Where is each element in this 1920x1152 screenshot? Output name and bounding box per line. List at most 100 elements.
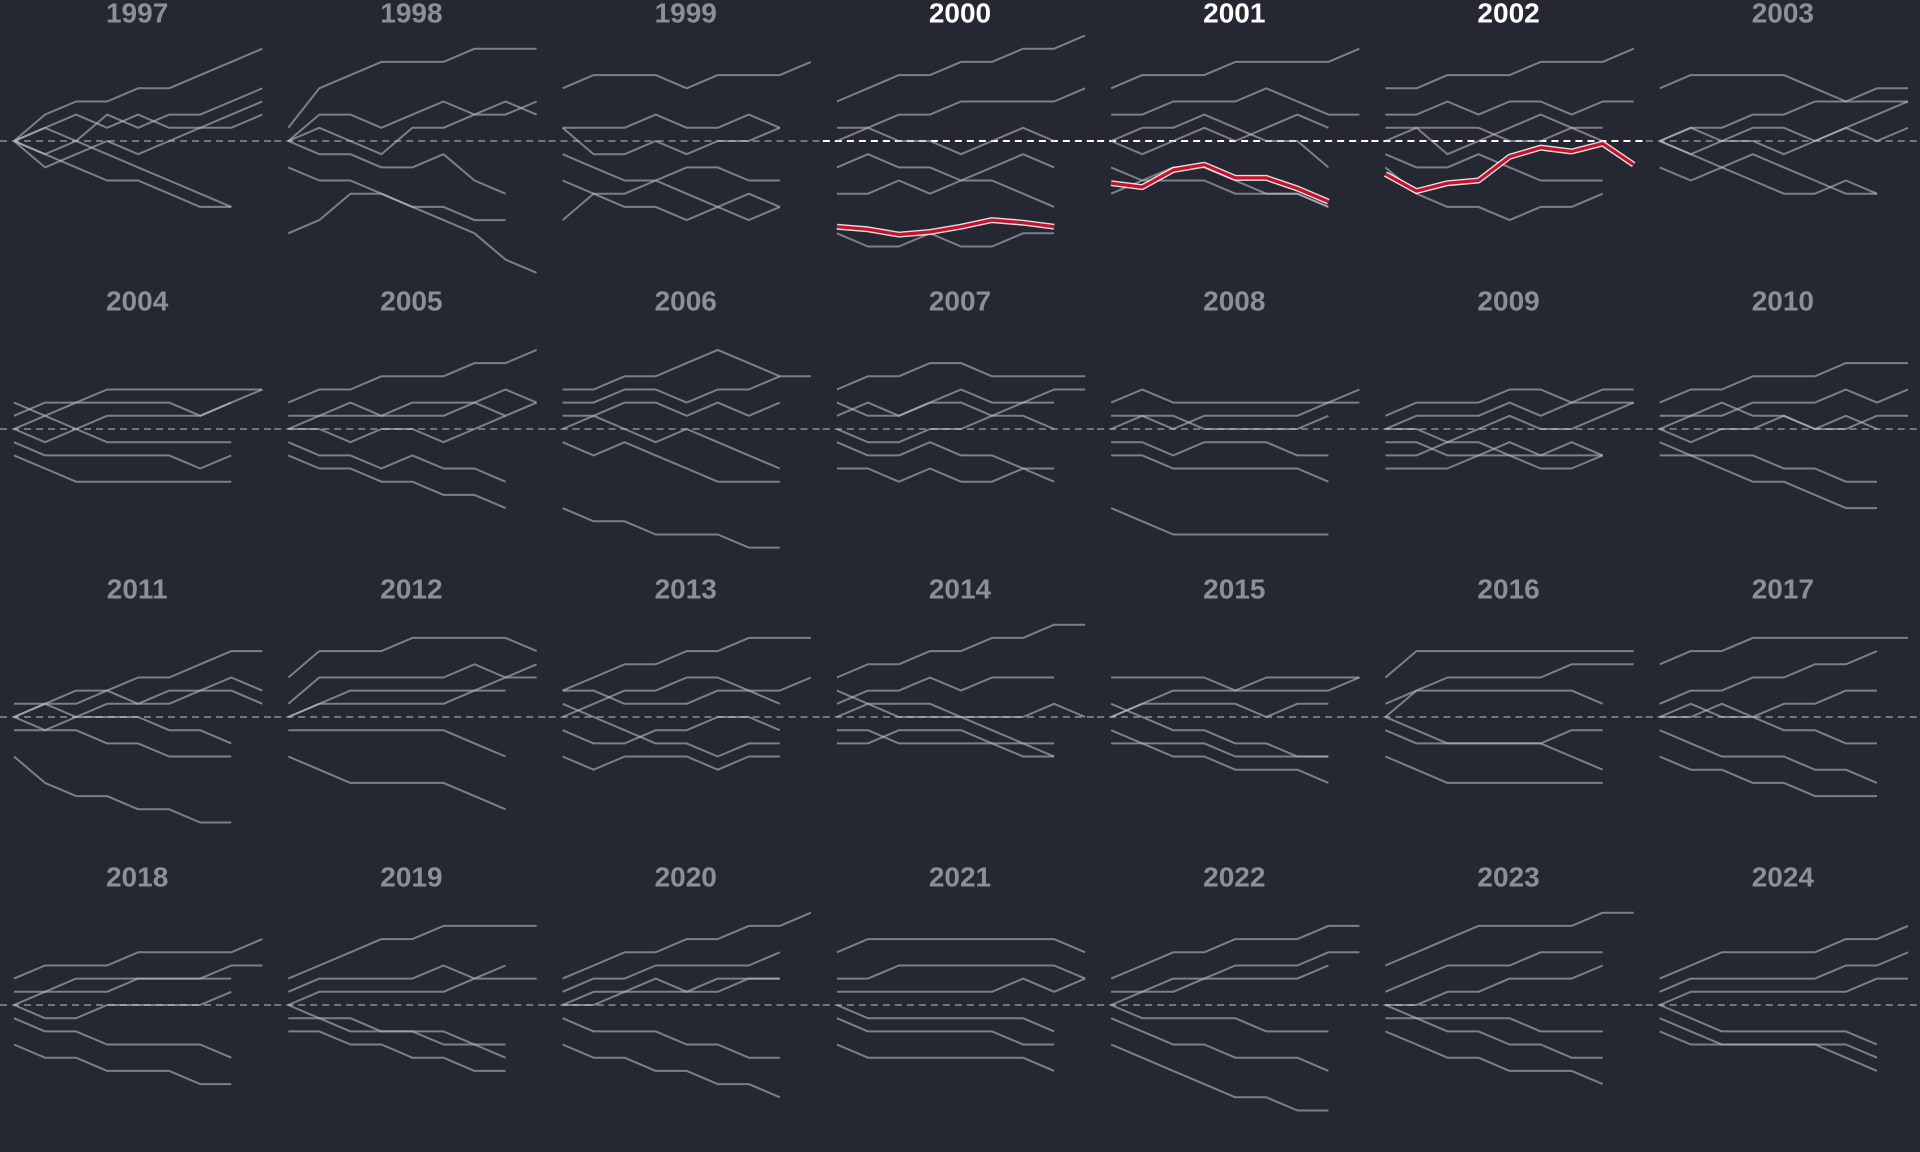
series-line (836, 1017, 1055, 1046)
series-line (562, 414, 781, 470)
series-line (836, 441, 1055, 470)
panel-title: 2005 (380, 285, 442, 316)
series-line (287, 47, 537, 129)
series-line (562, 375, 781, 404)
panel-title: 2002 (1477, 0, 1539, 28)
series-line (1110, 47, 1360, 90)
series-line (562, 60, 812, 90)
series-line (287, 166, 506, 222)
series-line (1659, 362, 1908, 404)
panel-title: 2022 (1203, 861, 1265, 892)
series-line (1659, 951, 1909, 993)
series-line (836, 1004, 1055, 1033)
series-line (562, 1017, 780, 1059)
series-line (13, 87, 263, 156)
series-line (562, 755, 780, 771)
series-line (1659, 87, 1908, 142)
panel-title: 2012 (380, 573, 442, 604)
panel-title: 2004 (106, 285, 169, 316)
series-line (836, 218, 1055, 237)
series-line (1659, 74, 1908, 103)
series-line (287, 755, 506, 811)
panel-title: 2001 (1203, 0, 1265, 28)
series-line (1659, 1030, 1878, 1072)
panel-title: 2007 (929, 285, 991, 316)
series-line (836, 126, 1055, 156)
series-line (1384, 650, 1634, 679)
series-line (13, 113, 263, 169)
series-line (1659, 729, 1878, 784)
series-line (13, 388, 263, 417)
series-line (1110, 1004, 1329, 1033)
series-line (13, 47, 263, 142)
series-line (836, 362, 1086, 391)
series-line (1111, 401, 1360, 430)
series-line (288, 401, 537, 417)
series-line (13, 938, 263, 980)
series-line (562, 179, 781, 208)
series-line (1659, 650, 1878, 705)
series-line (1384, 689, 1604, 718)
panel-title: 2006 (655, 285, 717, 316)
series-line (1659, 636, 1908, 666)
series-line (13, 126, 232, 208)
series-line (1385, 441, 1604, 457)
series-line (1385, 113, 1603, 156)
series-line (288, 1030, 506, 1072)
series-line (1110, 388, 1360, 404)
series-line (287, 636, 537, 679)
panel-title: 2020 (655, 861, 717, 892)
series-line (562, 977, 780, 1006)
series-line (836, 676, 1055, 705)
series-line (287, 441, 506, 483)
series-line (1111, 676, 1360, 692)
series-line (836, 729, 1055, 758)
series-line (13, 716, 232, 758)
series-line (287, 676, 537, 718)
series-line (562, 441, 780, 483)
panel-title: 1997 (106, 0, 168, 28)
panel-title: 1998 (380, 0, 442, 28)
series-line (1385, 401, 1634, 430)
panel-title: 2011 (107, 573, 168, 604)
series-line (13, 428, 232, 444)
panel-title: 2021 (929, 861, 991, 892)
series-line (1385, 454, 1604, 470)
series-line (13, 676, 263, 718)
series-line (287, 454, 506, 510)
panel-title: 2010 (1752, 285, 1814, 316)
series-line (1110, 924, 1360, 980)
series-line (1385, 755, 1603, 784)
series-line (1659, 1017, 1878, 1059)
series-line (1111, 951, 1360, 993)
series-line (562, 911, 812, 980)
series-line (1110, 702, 1329, 758)
series-line (1385, 401, 1635, 444)
panel-title: 2016 (1477, 573, 1539, 604)
series-line (562, 951, 781, 993)
series-line (1385, 1017, 1603, 1059)
series-line (562, 401, 781, 417)
series-line (1385, 951, 1603, 993)
series-line (13, 388, 263, 417)
series-line (1111, 87, 1360, 116)
panel-title: 2024 (1752, 861, 1815, 892)
series-line (1110, 507, 1329, 536)
series-line (836, 388, 1086, 417)
series-line (836, 153, 1055, 182)
series-line (287, 100, 537, 156)
series-line (836, 414, 1055, 444)
series-line (287, 140, 506, 195)
series-line (13, 100, 263, 142)
series-line (1385, 663, 1634, 705)
series-line (836, 87, 1086, 129)
series-line (13, 990, 232, 1020)
series-line (1111, 441, 1329, 457)
panel-title: 2008 (1203, 285, 1265, 316)
series-line (1659, 924, 1909, 980)
series-line (1110, 676, 1360, 718)
series-line (287, 924, 537, 980)
series-line (1659, 755, 1877, 798)
series-line (13, 689, 263, 718)
panel-title: 2009 (1477, 285, 1539, 316)
